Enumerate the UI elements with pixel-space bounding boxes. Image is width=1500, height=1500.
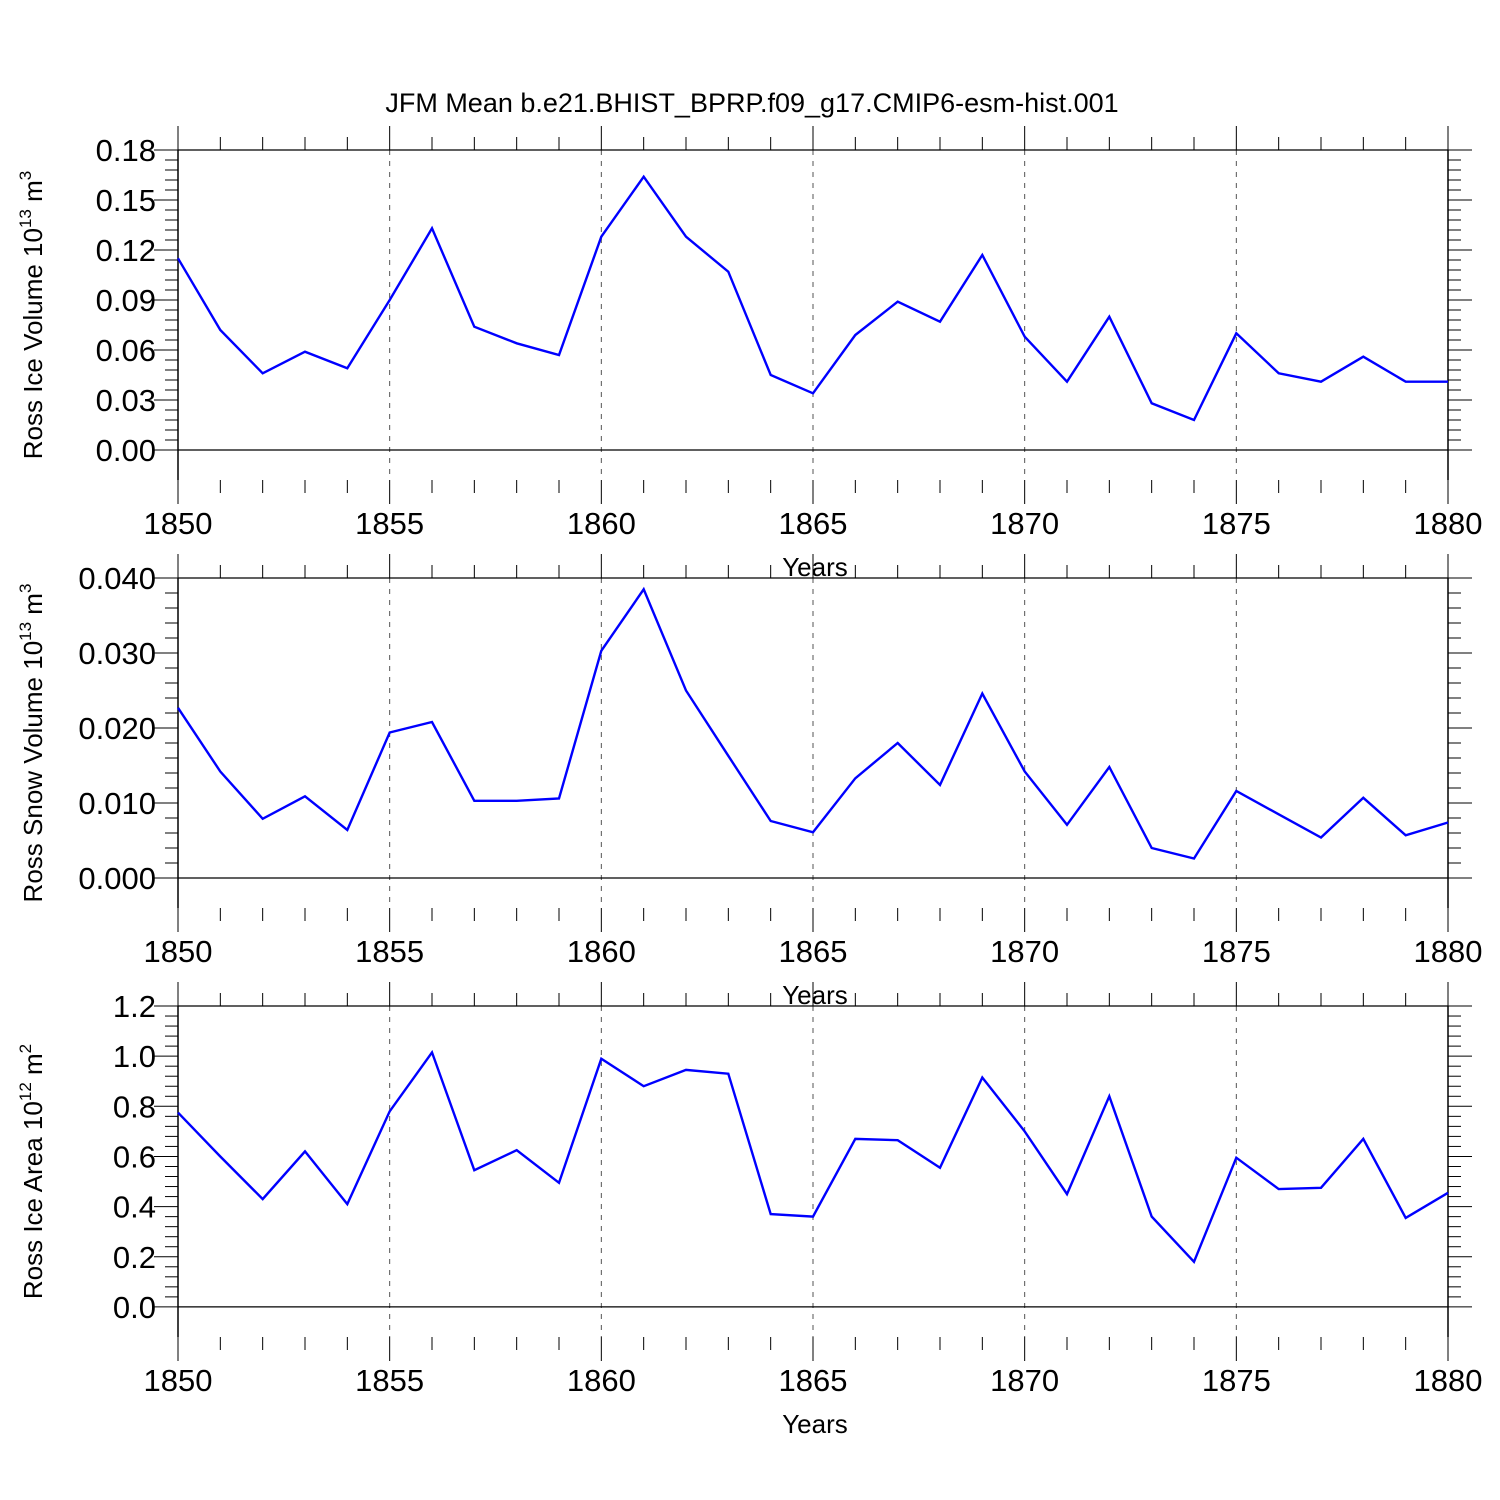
series-line-3-1 [177, 1049, 1449, 1264]
y-tick-label: 0.8 [113, 1089, 156, 1124]
x-tick-label: 1850 [144, 934, 213, 969]
x-tick-label: 1875 [1202, 506, 1271, 541]
x-tick-label: 1865 [779, 1363, 848, 1398]
series-line-1-1 [176, 174, 1448, 422]
panels: 0.00 0.03 0.06 0.09 0.12 0.15 0.18 1850 1855 1860… [16, 126, 1482, 1439]
y-tick-label: 0.6 [113, 1139, 156, 1174]
x-tick-label: 1850 [144, 1363, 213, 1398]
y-tick-label: 0.000 [78, 861, 156, 896]
x-axis-title: Years [782, 1409, 848, 1439]
panel-1: 0.00 0.03 0.06 0.09 0.12 0.15 0.18 1850 1855 1860… [16, 126, 1482, 582]
y-axis-title: Ross Ice Volume 1013 m3 [16, 171, 48, 460]
x-tick-label: 1875 [1202, 1363, 1271, 1398]
x-tick-label: 1855 [355, 1363, 424, 1398]
y-tick-label: 0.12 [96, 233, 156, 268]
x-tick-label: 1855 [355, 506, 424, 541]
y-tick-label: 0.0 [113, 1290, 156, 1325]
y-tick-label: 0.03 [96, 383, 156, 418]
y-tick-label: 1.2 [113, 989, 156, 1024]
y-tick-label: 0.020 [78, 711, 156, 746]
x-tick-label: 1865 [779, 506, 848, 541]
y-tick-label: 0.4 [113, 1190, 156, 1225]
y-tick-label: 0.18 [96, 133, 156, 168]
x-tick-label: 1860 [567, 1363, 636, 1398]
x-tick-label: 1875 [1202, 934, 1271, 969]
y-axis-title: Ross Ice Area 1012 m2 [16, 1044, 48, 1299]
x-tick-label: 1855 [355, 934, 424, 969]
y-tick-label: 0.06 [96, 333, 156, 368]
x-tick-label: 1870 [990, 1363, 1059, 1398]
y-tick-label: 1.0 [113, 1039, 156, 1074]
series-line-2-1 [177, 586, 1449, 860]
x-tick-label: 1880 [1414, 506, 1483, 541]
x-axis-title: Years [782, 980, 848, 1010]
y-tick-label: 0.030 [78, 636, 156, 671]
panel-2: 0.000 0.010 0.020 0.030 0.040 1850 1855 1860 186… [16, 554, 1482, 1010]
x-tick-label: 1850 [144, 506, 213, 541]
y-tick-label: 0.010 [78, 786, 156, 821]
panel-3: 0.0 0.2 0.4 0.6 0.8 1.0 1.2 1850 1855 1860 1865 187… [16, 982, 1482, 1439]
figure-title: JFM Mean b.e21.BHIST_BPRP.f09_g17.CMIP6-… [385, 88, 1118, 118]
x-tick-label: 1870 [990, 934, 1059, 969]
y-tick-label: 0.09 [96, 283, 156, 318]
x-tick-label: 1860 [567, 506, 636, 541]
x-axis-title: Years [782, 552, 848, 582]
y-axis-title: Ross Snow Volume 1013 m3 [16, 584, 48, 903]
y-tick-label: 0.15 [96, 183, 156, 218]
x-tick-label: 1880 [1414, 1363, 1483, 1398]
x-tick-label: 1880 [1414, 934, 1483, 969]
x-tick-label: 1865 [779, 934, 848, 969]
x-tick-label: 1870 [990, 506, 1059, 541]
x-tick-label: 1860 [567, 934, 636, 969]
y-tick-label: 0.040 [78, 561, 156, 596]
y-tick-label: 0.00 [96, 433, 156, 468]
y-tick-label: 0.2 [113, 1240, 156, 1275]
